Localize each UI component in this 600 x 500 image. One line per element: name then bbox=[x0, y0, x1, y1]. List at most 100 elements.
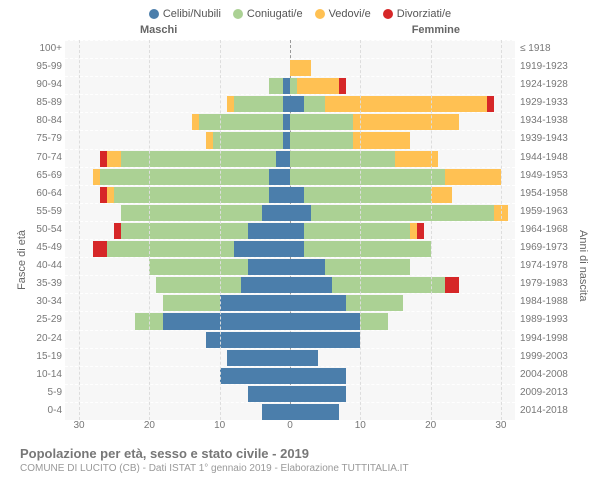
bar-segment bbox=[234, 241, 290, 257]
pyramid-row bbox=[65, 330, 515, 349]
bar-segment bbox=[149, 259, 247, 275]
pyramid-row bbox=[65, 130, 515, 149]
bar-segment bbox=[269, 169, 290, 185]
x-tick: 10 bbox=[355, 420, 366, 431]
bar-segment bbox=[304, 96, 325, 112]
age-label: 5-9 bbox=[20, 384, 62, 402]
legend-item: Divorziati/e bbox=[383, 8, 451, 20]
age-label: 40-44 bbox=[20, 257, 62, 275]
x-tick: 20 bbox=[425, 420, 436, 431]
birth-label: 1974-1978 bbox=[520, 257, 580, 275]
pyramid-row bbox=[65, 167, 515, 186]
pyramid-row bbox=[65, 366, 515, 385]
bar-segment bbox=[283, 78, 290, 94]
bar-segment bbox=[290, 241, 304, 257]
bar-segment bbox=[353, 132, 409, 148]
bar-segment bbox=[445, 169, 501, 185]
age-label: 100+ bbox=[20, 40, 62, 58]
x-tick: 0 bbox=[287, 420, 293, 431]
age-label: 75-79 bbox=[20, 130, 62, 148]
bar-segment bbox=[325, 259, 409, 275]
pyramid-row bbox=[65, 348, 515, 367]
age-label: 95-99 bbox=[20, 58, 62, 76]
pyramid-row bbox=[65, 112, 515, 131]
bar-segment bbox=[360, 313, 388, 329]
bar-segment bbox=[346, 295, 402, 311]
bar-segment bbox=[213, 132, 283, 148]
bar-segment bbox=[290, 277, 332, 293]
legend-swatch bbox=[233, 9, 243, 19]
age-label: 45-49 bbox=[20, 239, 62, 257]
pyramid-row bbox=[65, 257, 515, 276]
bar-segment bbox=[220, 295, 290, 311]
birth-label: 1924-1928 bbox=[520, 76, 580, 94]
bar-segment bbox=[107, 151, 121, 167]
bar-segment bbox=[276, 151, 290, 167]
bar-segment bbox=[100, 169, 269, 185]
age-label: 80-84 bbox=[20, 112, 62, 130]
age-label: 70-74 bbox=[20, 149, 62, 167]
bar-segment bbox=[290, 386, 346, 402]
footer: Popolazione per età, sesso e stato civil… bbox=[0, 440, 600, 474]
pyramid-row bbox=[65, 94, 515, 113]
x-tick: 10 bbox=[214, 420, 225, 431]
bar-segment bbox=[332, 277, 445, 293]
birth-label: 1949-1953 bbox=[520, 167, 580, 185]
bar-segment bbox=[283, 96, 290, 112]
bar-segment bbox=[100, 187, 107, 203]
bar-segment bbox=[290, 313, 360, 329]
bar-segment bbox=[248, 223, 290, 239]
age-label: 25-29 bbox=[20, 311, 62, 329]
legend-item: Coniugati/e bbox=[233, 8, 303, 20]
birth-label: 1984-1988 bbox=[520, 293, 580, 311]
bar-segment bbox=[290, 350, 318, 366]
bar-segment bbox=[304, 241, 431, 257]
birth-label: ≤ 1918 bbox=[520, 40, 580, 58]
birth-label: 1969-1973 bbox=[520, 239, 580, 257]
birth-label: 1959-1963 bbox=[520, 203, 580, 221]
bar-segment bbox=[107, 241, 234, 257]
x-tick: 30 bbox=[495, 420, 506, 431]
bar-segment bbox=[290, 132, 353, 148]
pyramid-row bbox=[65, 40, 515, 59]
age-label: 60-64 bbox=[20, 185, 62, 203]
bar-segment bbox=[199, 114, 283, 130]
age-label: 15-19 bbox=[20, 348, 62, 366]
bar-segment bbox=[156, 277, 240, 293]
bar-segment bbox=[192, 114, 199, 130]
bar-segment bbox=[121, 205, 262, 221]
bar-segment bbox=[290, 96, 304, 112]
bar-segment bbox=[311, 205, 494, 221]
pyramid-chart: Fasce di età Anni di nascita 30201001020… bbox=[20, 40, 580, 440]
bar-segment bbox=[220, 368, 290, 384]
bar-segment bbox=[339, 78, 346, 94]
bar-segment bbox=[290, 169, 445, 185]
pyramid-row bbox=[65, 185, 515, 204]
bar-segment bbox=[227, 350, 290, 366]
birth-label: 1994-1998 bbox=[520, 330, 580, 348]
bar-segment bbox=[206, 132, 213, 148]
legend-label: Divorziati/e bbox=[397, 8, 451, 20]
bar-segment bbox=[304, 223, 409, 239]
bar-segment bbox=[290, 60, 311, 76]
bar-segment bbox=[417, 223, 424, 239]
bar-segment bbox=[234, 96, 283, 112]
bar-segment bbox=[114, 187, 269, 203]
bar-segment bbox=[248, 386, 290, 402]
age-label: 50-54 bbox=[20, 221, 62, 239]
birth-label: 1999-2003 bbox=[520, 348, 580, 366]
legend-label: Celibi/Nubili bbox=[163, 8, 221, 20]
age-label: 30-34 bbox=[20, 293, 62, 311]
pyramid-row bbox=[65, 76, 515, 95]
bar-segment bbox=[304, 187, 431, 203]
birth-label: 1944-1948 bbox=[520, 149, 580, 167]
chart-area: Maschi Femmine Fasce di età Anni di nasc… bbox=[20, 24, 580, 440]
chart-subtitle: COMUNE DI LUCITO (CB) - Dati ISTAT 1° ge… bbox=[20, 463, 580, 474]
bar-segment bbox=[290, 78, 297, 94]
bar-segment bbox=[290, 205, 311, 221]
pyramid-row bbox=[65, 239, 515, 258]
bar-segment bbox=[290, 151, 395, 167]
pyramid-row bbox=[65, 221, 515, 240]
bar-segment bbox=[227, 96, 234, 112]
x-axis: 3020100102030 bbox=[65, 420, 515, 434]
